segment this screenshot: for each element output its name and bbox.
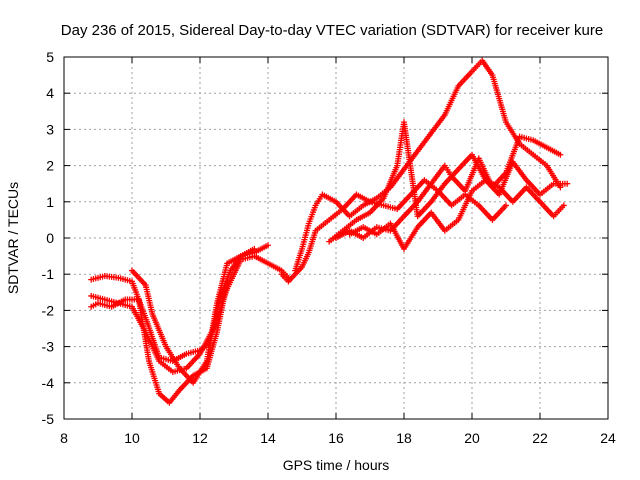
series-track-6 — [292, 57, 564, 274]
data-point — [265, 242, 271, 249]
x-tick-label: 18 — [396, 430, 412, 446]
data-point — [564, 180, 571, 187]
y-tick-label: 2 — [46, 158, 54, 174]
y-tick-label: -2 — [42, 302, 55, 318]
y-tick-label: -1 — [42, 266, 55, 282]
data-point — [560, 202, 567, 209]
chart-title: Day 236 of 2015, Sidereal Day-to-day VTE… — [61, 22, 603, 39]
y-tick-label: 5 — [46, 49, 54, 65]
y-tick-label: 4 — [46, 85, 54, 101]
x-tick-label: 12 — [192, 430, 208, 446]
y-tick-label: -3 — [42, 339, 55, 355]
x-tick-label: 20 — [464, 430, 480, 446]
x-tick-label: 24 — [600, 430, 616, 446]
y-tick-label: 1 — [46, 194, 54, 210]
data-point — [251, 245, 258, 252]
y-tick-label: 3 — [46, 121, 54, 137]
data-point — [557, 151, 564, 158]
y-axis-title: SDTVAR / TECUs — [5, 182, 21, 294]
series-track-9 — [333, 133, 564, 241]
x-tick-label: 14 — [260, 430, 276, 446]
x-tick-label: 22 — [532, 430, 548, 446]
data-point — [503, 202, 509, 209]
x-tick-label: 16 — [328, 430, 344, 446]
y-tick-label: 0 — [46, 230, 54, 246]
x-tick-label: 8 — [60, 430, 68, 446]
data-series — [88, 57, 571, 406]
series-track-4 — [129, 245, 258, 386]
x-axis-title: GPS time / hours — [283, 457, 390, 473]
x-tick-label: 10 — [124, 430, 140, 446]
y-tick-label: -4 — [42, 375, 55, 391]
y-tick-label: -5 — [42, 411, 55, 427]
